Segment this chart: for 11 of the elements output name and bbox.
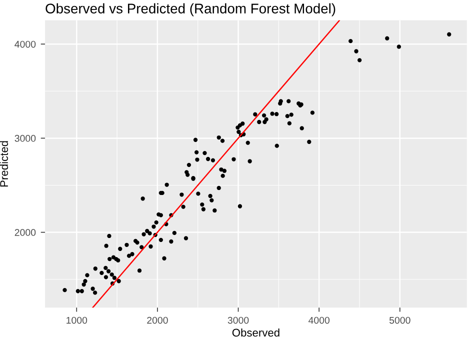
y-tick-label: 4000 xyxy=(14,40,36,48)
x-tick-label: 4000 xyxy=(308,316,330,324)
y-axis-title: Predicted xyxy=(0,141,8,186)
y-tick-label: 2000 xyxy=(14,229,36,236)
x-axis-title: Observed xyxy=(232,328,280,337)
chart-title: Observed vs Predicted (Random Forest Model) xyxy=(46,3,336,16)
x-tick-label: 2000 xyxy=(147,316,168,324)
x-tick-label: 1000 xyxy=(66,316,88,324)
x-tick-label: 3000 xyxy=(228,316,249,324)
y-tick-label: 3000 xyxy=(14,134,36,142)
x-tick-label: 5000 xyxy=(389,316,410,324)
